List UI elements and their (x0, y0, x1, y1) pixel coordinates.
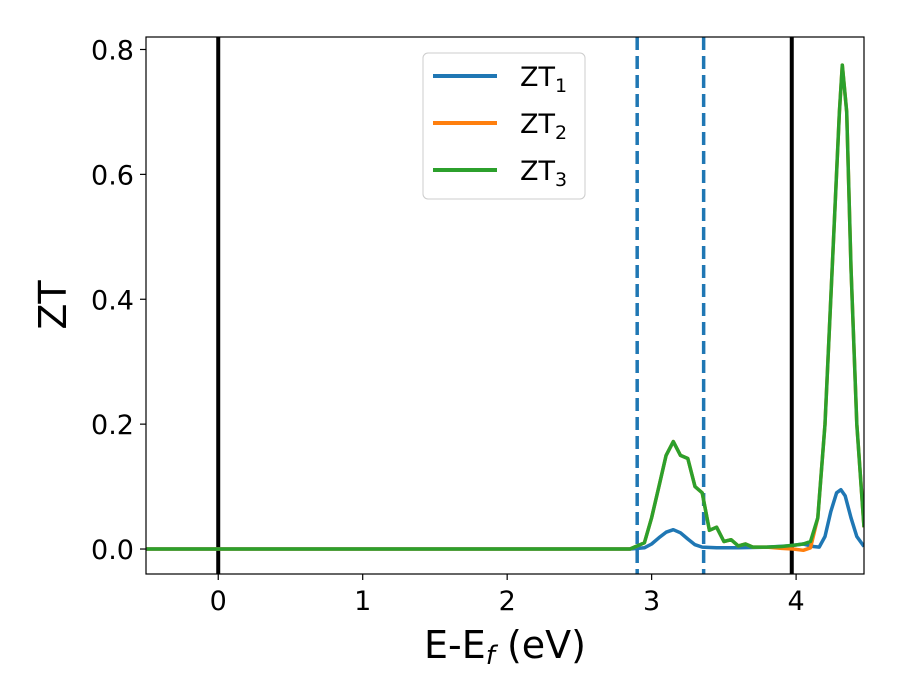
x-tick-label: 3 (643, 586, 660, 617)
y-axis-ticks: 0.0 0.2 0.4 0.6 0.8 (91, 35, 146, 566)
legend-label-2: ZT2 (520, 109, 567, 144)
x-tick-label: 4 (788, 586, 805, 617)
legend-label-1: ZT1 (520, 62, 567, 97)
y-axis-label: ZT (31, 280, 75, 330)
series-lines (146, 63, 864, 553)
y-tick-label: 0.2 (91, 410, 134, 441)
x-axis-label: E-Ef (eV) (424, 623, 586, 671)
vertical-reference-lines (216, 37, 794, 574)
series-line-3 (146, 63, 864, 551)
legend: ZT1 ZT2 ZT3 (422, 52, 586, 200)
x-tick-label: 0 (210, 586, 227, 617)
x-tick-label: 2 (499, 586, 516, 617)
series-line-1 (146, 487, 864, 551)
y-tick-label: 0.6 (91, 160, 134, 191)
y-tick-label: 0.4 (91, 285, 134, 316)
y-tick-label: 0.0 (91, 535, 134, 566)
x-tick-label: 1 (354, 586, 371, 617)
x-axis-ticks: 0 1 2 3 4 (210, 574, 805, 617)
legend-box (422, 52, 586, 200)
plot-frame (145, 36, 865, 575)
y-tick-label: 0.8 (91, 35, 134, 66)
legend-label-3: ZT3 (520, 156, 567, 191)
